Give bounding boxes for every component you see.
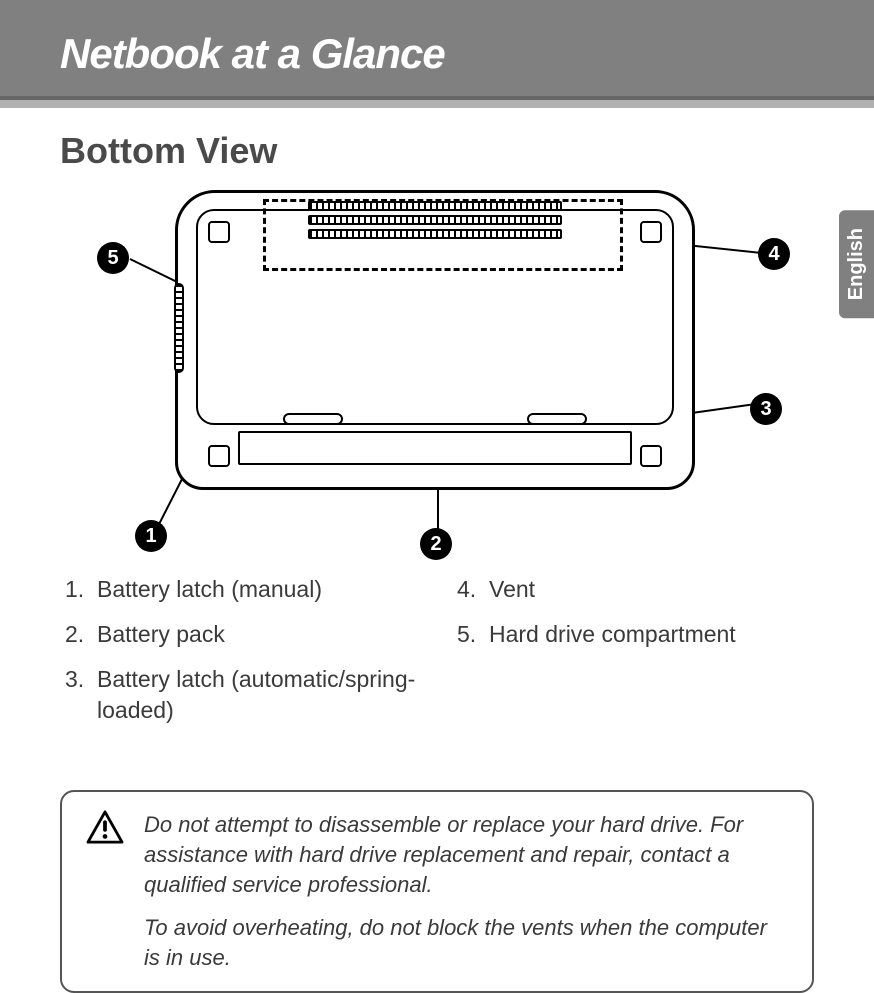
legend-item: 3. Battery latch (automatic/spring-loade…: [65, 664, 417, 726]
legend-item: 2. Battery pack: [65, 619, 417, 650]
legend-num: 4.: [457, 574, 489, 605]
legend-num: 3.: [65, 664, 97, 726]
foot-bl: [208, 445, 230, 467]
header-bar: Netbook at a Glance: [0, 0, 874, 100]
language-tab: English: [839, 210, 874, 318]
warning-paragraph-2: To avoid overheating, do not block the v…: [144, 913, 788, 972]
legend-col-left: 1. Battery latch (manual) 2. Battery pac…: [65, 574, 417, 740]
callout-3: 3: [750, 393, 782, 425]
legend-text: Battery latch (manual): [97, 574, 322, 605]
callout-2: 2: [420, 528, 452, 560]
battery-latch-manual: [283, 413, 343, 425]
callout-1: 1: [135, 520, 167, 552]
legend-num: 2.: [65, 619, 97, 650]
foot-tr: [640, 221, 662, 243]
legend-item: 4. Vent: [457, 574, 809, 605]
sub-header-bar: [0, 100, 874, 108]
legend-num: 5.: [457, 619, 489, 650]
battery-latch-auto: [527, 413, 587, 425]
warning-icon: [86, 810, 124, 972]
netbook-bottom: [175, 190, 695, 490]
warning-text: Do not attempt to disassemble or replace…: [144, 810, 788, 972]
section-title: Bottom View: [60, 130, 814, 172]
battery-pack: [238, 431, 632, 465]
warning-paragraph-1: Do not attempt to disassemble or replace…: [144, 810, 788, 899]
legend-text: Vent: [489, 574, 535, 605]
legend-num: 1.: [65, 574, 97, 605]
page-title: Netbook at a Glance: [60, 30, 874, 78]
legend-text: Battery latch (automatic/spring-loaded): [97, 664, 417, 726]
content-area: Bottom View 1 2 3 4 5: [0, 108, 874, 993]
callout-4: 4: [758, 238, 790, 270]
legend-item: 1. Battery latch (manual): [65, 574, 417, 605]
bottom-view-diagram: 1 2 3 4 5: [60, 190, 815, 560]
legend-text: Hard drive compartment: [489, 619, 736, 650]
foot-tl: [208, 221, 230, 243]
warning-box: Do not attempt to disassemble or replace…: [60, 790, 814, 992]
callout-5: 5: [97, 242, 129, 274]
legend-text: Battery pack: [97, 619, 225, 650]
hard-drive-panel: [196, 209, 674, 425]
foot-br: [640, 445, 662, 467]
side-vent: [174, 283, 184, 373]
legend-item: 5. Hard drive compartment: [457, 619, 809, 650]
legend: 1. Battery latch (manual) 2. Battery pac…: [60, 574, 814, 770]
legend-col-right: 4. Vent 5. Hard drive compartment: [457, 574, 809, 740]
